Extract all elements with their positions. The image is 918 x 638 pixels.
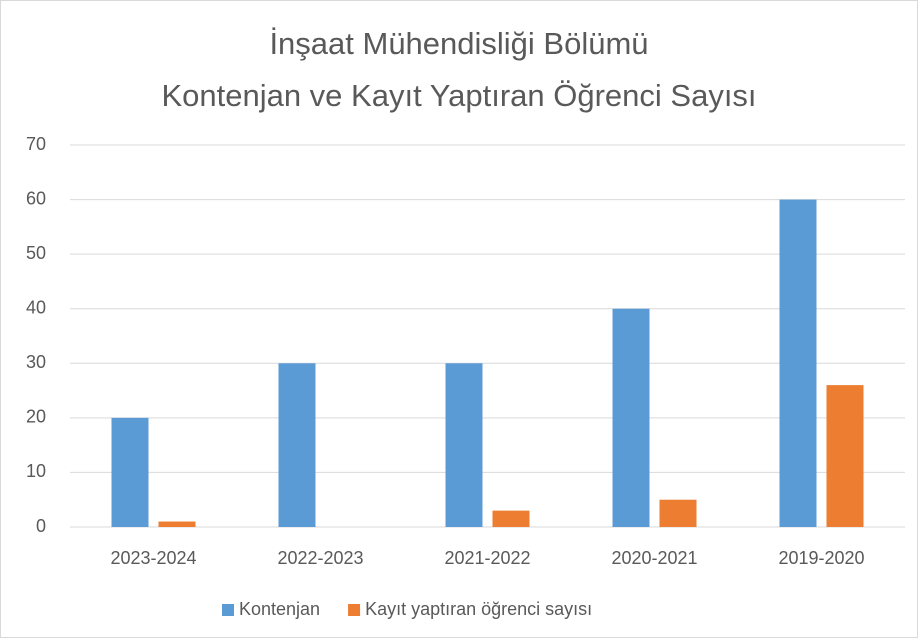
bar	[492, 510, 530, 527]
y-tick-label: 50	[26, 243, 46, 263]
bar	[612, 308, 650, 527]
x-tick-label: 2021-2022	[444, 548, 530, 568]
legend-swatch	[222, 604, 234, 616]
legend-swatch	[348, 604, 361, 616]
y-tick-label: 70	[26, 134, 46, 154]
y-tick-label: 20	[26, 407, 46, 427]
y-tick-label: 0	[36, 516, 46, 536]
y-tick-label: 40	[26, 297, 46, 317]
legend-label: Kayıt yaptıran öğrenci sayısı	[365, 599, 592, 619]
bar	[158, 521, 196, 527]
y-tick-label: 30	[26, 352, 46, 372]
chart-title: Kontenjan ve Kayıt Yaptıran Öğrenci Sayı…	[161, 78, 756, 113]
y-tick-label: 10	[26, 461, 46, 481]
bar	[779, 199, 817, 528]
bar	[278, 363, 316, 527]
legend-label: Kontenjan	[239, 599, 320, 619]
bar	[445, 363, 483, 527]
x-tick-label: 2020-2021	[611, 548, 697, 568]
bar	[659, 499, 697, 527]
y-tick-label: 60	[26, 188, 46, 208]
x-tick-label: 2022-2023	[277, 548, 363, 568]
bar	[111, 417, 149, 527]
x-tick-label: 2023-2024	[110, 548, 196, 568]
bar	[826, 385, 864, 527]
chart-title: İnşaat Mühendisliği Bölümü	[269, 26, 648, 61]
x-tick-label: 2019-2020	[778, 548, 864, 568]
